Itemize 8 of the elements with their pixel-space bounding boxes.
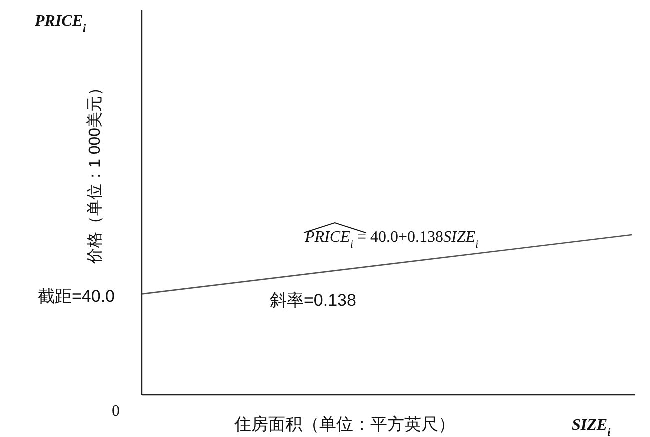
annotation: PRICE$_{i}$ = 40.0+0.138SIZE$_{i}$ (304, 229, 479, 251)
y-axis-title: 价格（单位：1 000美元） (86, 80, 104, 266)
text: SIZE$_{i}$ (572, 417, 612, 437)
annotation: 斜率=0.138 (270, 291, 356, 310)
annotation: 截距=40.0 (38, 287, 116, 306)
x-axis-title: 住房面积（单位：平方英尺） (234, 415, 456, 434)
text: PRICE$_{i}$ (34, 13, 88, 35)
text: 0 (112, 403, 120, 420)
